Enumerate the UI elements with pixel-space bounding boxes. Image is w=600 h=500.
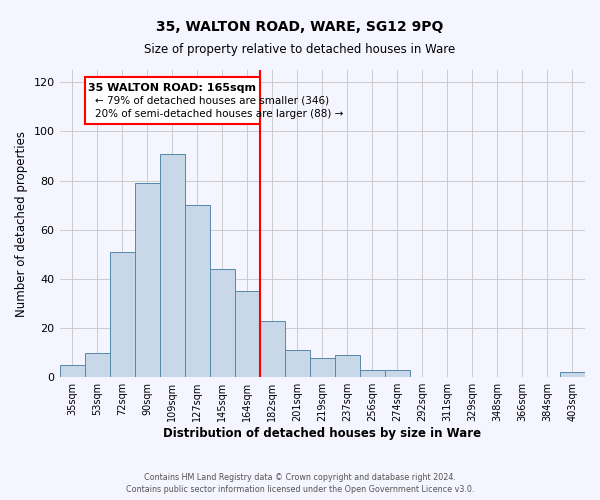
Bar — [560, 372, 585, 377]
Bar — [335, 355, 360, 377]
Text: Contains public sector information licensed under the Open Government Licence v3: Contains public sector information licen… — [126, 485, 474, 494]
Bar — [110, 252, 134, 377]
Text: 35, WALTON ROAD, WARE, SG12 9PQ: 35, WALTON ROAD, WARE, SG12 9PQ — [157, 20, 443, 34]
Text: Size of property relative to detached houses in Ware: Size of property relative to detached ho… — [145, 42, 455, 56]
Bar — [59, 365, 85, 377]
Y-axis label: Number of detached properties: Number of detached properties — [15, 130, 28, 316]
Text: 35 WALTON ROAD: 165sqm: 35 WALTON ROAD: 165sqm — [88, 82, 256, 92]
Bar — [134, 183, 160, 377]
Text: Contains HM Land Registry data © Crown copyright and database right 2024.: Contains HM Land Registry data © Crown c… — [144, 472, 456, 482]
Bar — [185, 205, 209, 377]
Bar — [85, 352, 110, 377]
Bar — [360, 370, 385, 377]
Bar — [160, 154, 185, 377]
Bar — [285, 350, 310, 377]
Bar — [235, 291, 260, 377]
Bar — [209, 269, 235, 377]
Text: ← 79% of detached houses are smaller (346): ← 79% of detached houses are smaller (34… — [95, 96, 329, 106]
Text: 20% of semi-detached houses are larger (88) →: 20% of semi-detached houses are larger (… — [95, 109, 343, 119]
FancyBboxPatch shape — [85, 78, 260, 124]
Bar — [260, 320, 285, 377]
Bar — [385, 370, 410, 377]
X-axis label: Distribution of detached houses by size in Ware: Distribution of detached houses by size … — [163, 427, 481, 440]
Bar — [310, 358, 335, 377]
